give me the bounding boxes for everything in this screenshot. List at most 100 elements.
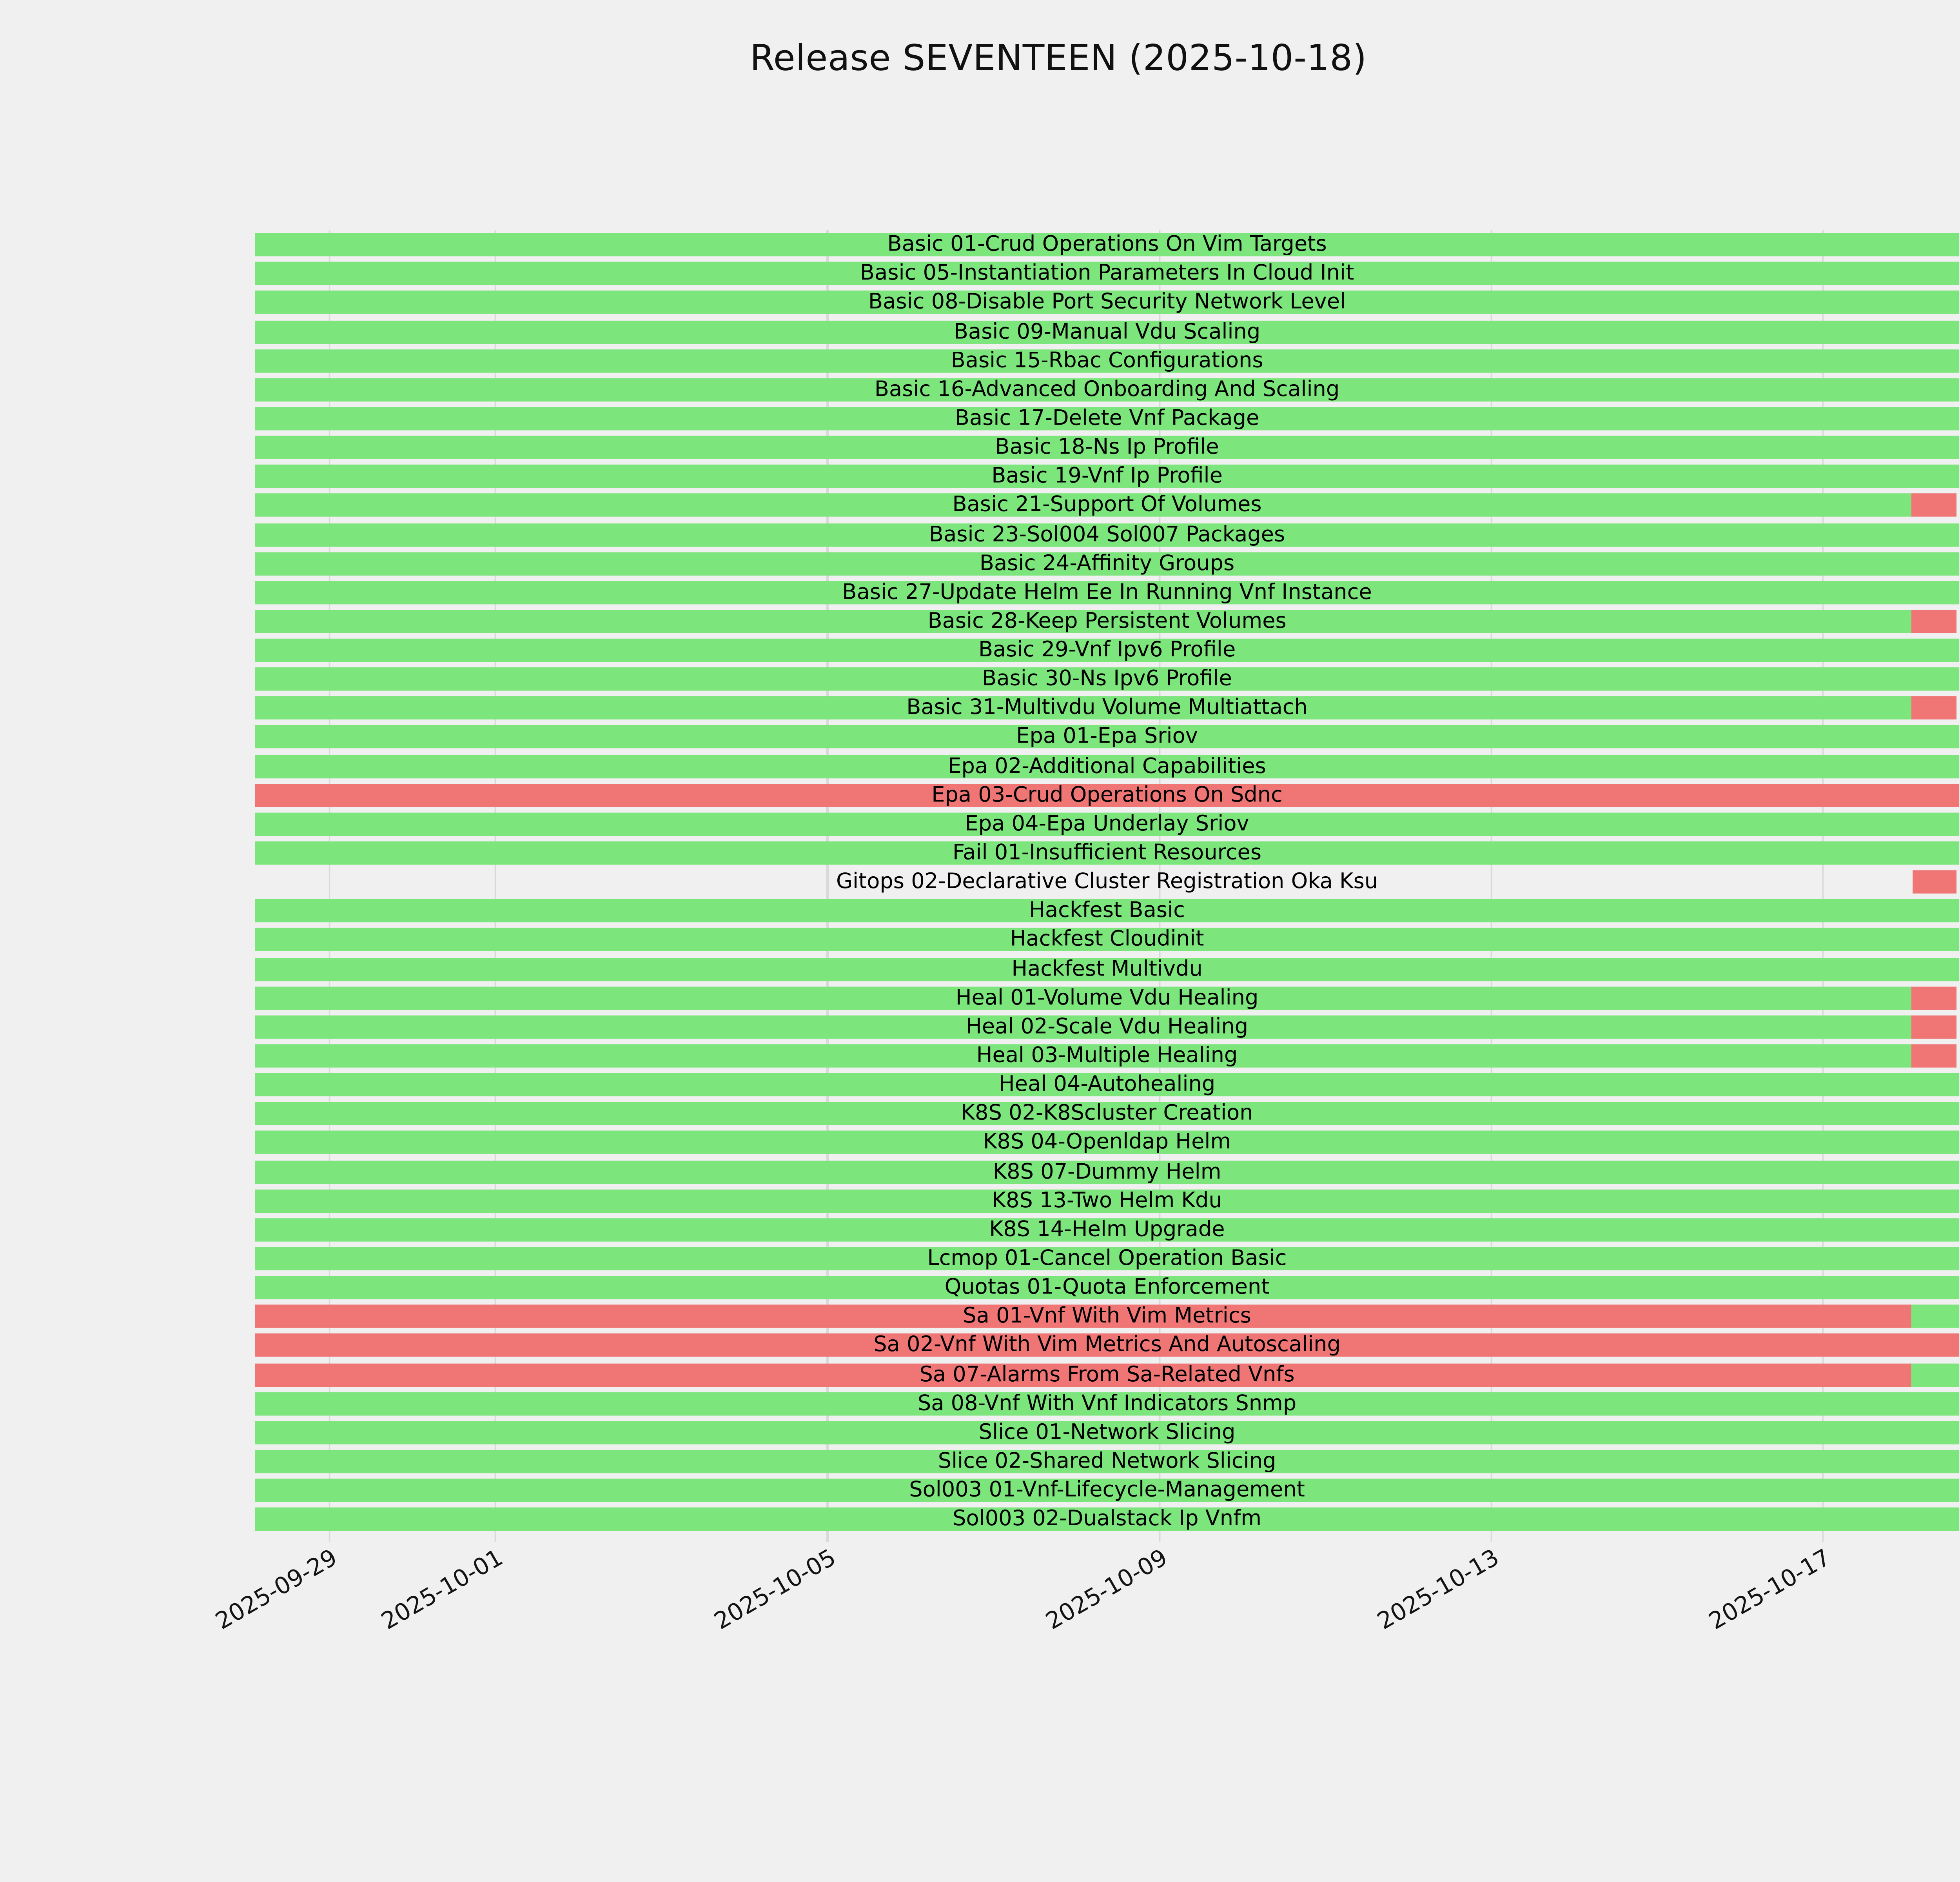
gantt-row: Basic 01-Crud Operations On Vim Targets (255, 230, 1960, 259)
task-label: Basic 23-Sol004 Sol007 Packages (929, 521, 1285, 546)
task-bar-segment-fail (1911, 494, 1956, 517)
gantt-row: Basic 05-Instantiation Parameters In Clo… (255, 259, 1960, 288)
task-bar-segment-ok (255, 1160, 1960, 1184)
task-bar-segment-ok (255, 899, 1960, 923)
task-bar-segment-ok (255, 1508, 1960, 1531)
task-bar-segment-ok (255, 1392, 1960, 1415)
task-label: Sa 07-Alarms From Sa-Related Vnfs (919, 1361, 1295, 1386)
task-bar-segment-ok (255, 436, 1960, 460)
gantt-row: Basic 09-Manual Vdu Scaling (255, 317, 1960, 346)
gantt-row: Basic 15-Rbac Configurations (255, 346, 1960, 375)
task-bar-segment-ok (255, 1044, 1912, 1068)
gantt-row: Epa 03-Crud Operations On Sdnc (255, 781, 1960, 810)
gantt-row: Basic 21-Support Of Volumes (255, 491, 1959, 520)
task-bar-segment-ok (255, 725, 1960, 749)
task-bar-segment-ok (255, 928, 1960, 952)
gantt-row: Basic 24-Affinity Groups (255, 549, 1960, 578)
task-bar-segment-ok (255, 1218, 1960, 1242)
x-tick-label: 2025-10-01 (377, 1544, 509, 1636)
gantt-row: Basic 28-Keep Persistent Volumes (255, 607, 1959, 636)
task-label: K8S 04-Openldap Helm (983, 1130, 1231, 1155)
task-label: Basic 19-Vnf Ip Profile (991, 463, 1223, 489)
task-bar-segment-fail (1911, 696, 1956, 720)
task-bar-segment-ok (255, 667, 1960, 691)
task-label: Sol003 01-Vnf-Lifecycle-Management (909, 1477, 1305, 1502)
x-tick-label: 2025-10-05 (709, 1544, 840, 1636)
task-label: Basic 05-Instantiation Parameters In Clo… (860, 260, 1354, 285)
task-label: Basic 28-Keep Persistent Volumes (927, 608, 1287, 633)
task-label: Basic 01-Crud Operations On Vim Targets (887, 232, 1327, 256)
task-label: Hackfest Cloudinit (1010, 927, 1204, 952)
task-bar-segment-ok (255, 262, 1960, 285)
task-label: Slice 01-Network Slicing (978, 1419, 1236, 1444)
task-bar-segment-ok (1911, 1363, 1960, 1386)
task-label: Epa 04-Epa Underlay Sriov (965, 811, 1249, 836)
gantt-row: Sa 07-Alarms From Sa-Related Vnfs (255, 1360, 1960, 1389)
task-label: Sa 08-Vnf With Vnf Indicators Snmp (917, 1390, 1297, 1415)
task-label: Heal 04-Autohealing (998, 1072, 1216, 1097)
task-bar-segment-ok (255, 378, 1960, 401)
task-label: Basic 09-Manual Vdu Scaling (953, 318, 1261, 343)
gridline (1490, 230, 1492, 1542)
task-bar-segment-ok (255, 1073, 1960, 1097)
task-label: Basic 27-Update Helm Ee In Running Vnf I… (842, 579, 1372, 604)
task-bar-segment-ok (255, 754, 1960, 778)
gantt-row: Basic 30-Ns Ipv6 Profile (255, 665, 1960, 694)
gantt-row: K8S 04-Openldap Helm (255, 1128, 1960, 1157)
plot-area: Basic 01-Crud Operations On Vim Targets B… (255, 230, 1960, 1542)
task-label: Basic 15-Rbac Configurations (951, 347, 1263, 372)
gantt-row: Sol003 01-Vnf-Lifecycle-Management (255, 1476, 1960, 1505)
task-bar-segment-ok (255, 552, 1960, 575)
task-bar-segment-ok (255, 986, 1912, 1010)
gridline (1822, 230, 1824, 1542)
task-label: Basic 31-Multivdu Volume Multiattach (906, 695, 1308, 720)
gantt-row: Basic 31-Multivdu Volume Multiattach (255, 694, 1959, 723)
task-bar-segment-ok (255, 957, 1960, 981)
task-bar-segment-fail (1911, 1044, 1956, 1068)
task-label: Basic 29-Vnf Ipv6 Profile (978, 637, 1236, 662)
task-bar-segment-ok (255, 1421, 1960, 1444)
task-label: K8S 07-Dummy Helm (993, 1159, 1221, 1184)
gantt-row: Basic 08-Disable Port Security Network L… (255, 288, 1960, 317)
gantt-row: Heal 03-Multiple Healing (255, 1041, 1959, 1070)
gantt-row: Basic 18-Ns Ip Profile (255, 433, 1960, 462)
task-label: Basic 16-Advanced Onboarding And Scaling (874, 376, 1340, 401)
gantt-row: Basic 16-Advanced Onboarding And Scaling (255, 375, 1960, 404)
task-bar-segment-ok (255, 349, 1960, 372)
task-bar-segment-ok (255, 841, 1960, 865)
task-bar-segment-ok (255, 465, 1960, 489)
gantt-row: Heal 01-Volume Vdu Healing (255, 983, 1959, 1012)
task-label: Basic 08-Disable Port Security Network L… (868, 289, 1346, 314)
gantt-row: Hackfest Basic (255, 897, 1960, 926)
gantt-row: Slice 01-Network Slicing (255, 1418, 1960, 1447)
task-label: Basic 24-Affinity Groups (979, 550, 1235, 575)
task-label: Fail 01-Insufficient Resources (953, 840, 1262, 865)
rows: Basic 01-Crud Operations On Vim Targets B… (255, 230, 1960, 1535)
gridline (495, 230, 497, 1542)
gantt-row: K8S 02-K8Scluster Creation (255, 1099, 1960, 1128)
x-tick-label: 2025-10-17 (1705, 1544, 1836, 1636)
task-label: Heal 03-Multiple Healing (976, 1043, 1238, 1068)
task-bar-segment-ok (255, 610, 1912, 633)
x-axis: 2025-09-29 2025-10-01 2025-10-05 2025-10-09… (212, 1544, 1959, 1654)
gridline (826, 230, 829, 1542)
gantt-row: Sa 02-Vnf With Vim Metrics And Autoscali… (255, 1331, 1960, 1360)
gantt-row: Fail 01-Insufficient Resources (255, 839, 1960, 868)
gantt-row: Heal 04-Autohealing (255, 1070, 1960, 1099)
gantt-row: Slice 02-Shared Network Slicing (255, 1447, 1960, 1476)
task-label: Epa 03-Crud Operations On Sdnc (931, 782, 1283, 807)
task-bar-segment-ok (255, 1479, 1960, 1502)
task-label: Basic 18-Ns Ip Profile (995, 434, 1219, 460)
task-label: Sa 01-Vnf With Vim Metrics (963, 1303, 1251, 1328)
gridlines (255, 230, 1959, 1542)
task-label: K8S 02-K8Scluster Creation (961, 1101, 1253, 1126)
task-label: Hackfest Multivdu (1011, 956, 1203, 981)
task-bar-segment-ok (255, 233, 1960, 256)
task-label: Quotas 01-Quota Enforcement (944, 1275, 1270, 1299)
task-bar-segment-fail (255, 783, 1960, 807)
task-label: Sa 02-Vnf With Vim Metrics And Autoscali… (873, 1332, 1341, 1357)
x-tick-label: 2025-10-09 (1041, 1544, 1172, 1636)
x-tick-label: 2025-09-29 (211, 1544, 343, 1636)
gridline (328, 230, 331, 1542)
x-tick-label: 2025-10-13 (1373, 1544, 1504, 1636)
